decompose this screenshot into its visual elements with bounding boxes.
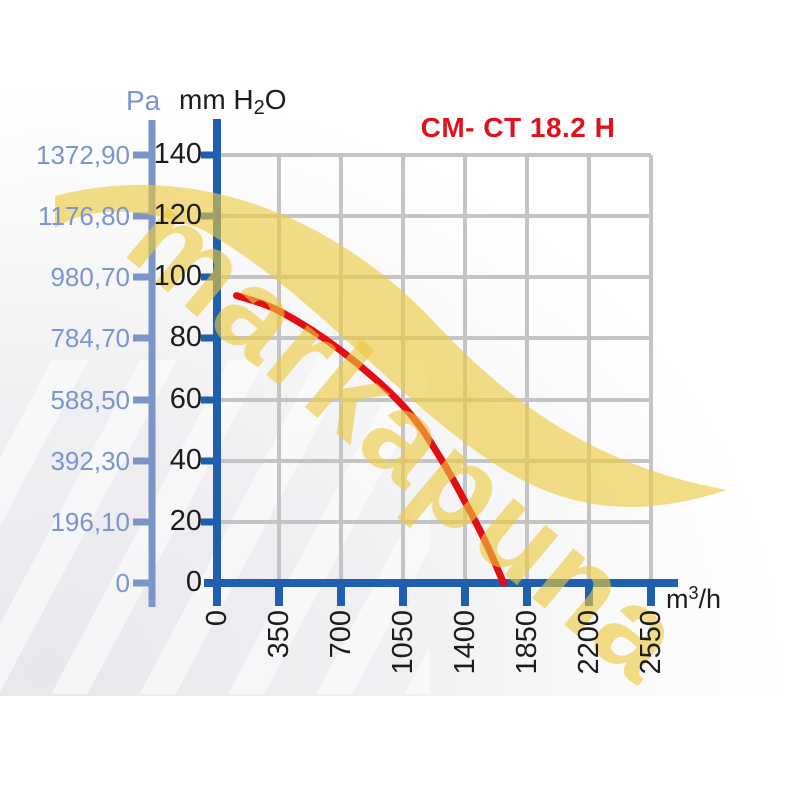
x-unit-suffix: /h: [698, 584, 722, 614]
x-axis-tick-label: 2550: [635, 610, 667, 675]
pa-tick-label: 784,70: [50, 323, 130, 353]
x-axis-tick-label: 1850: [511, 610, 543, 675]
x-axis-unit-label: m3/h: [666, 583, 722, 615]
mm-header-prefix: mm H: [179, 84, 254, 115]
x-axis-tick-label: 1400: [449, 610, 481, 675]
pa-tick-label: 392,30: [50, 446, 130, 476]
mm-header-suffix: O: [264, 84, 287, 115]
pa-tick-label: 0: [115, 568, 130, 598]
mm-h2o-tick-label: 20: [169, 505, 202, 537]
mm-h2o-tick-label: 60: [169, 383, 202, 415]
pa-axis-header: Pa: [126, 85, 161, 116]
pa-tick-label: 196,10: [50, 507, 130, 537]
mm-h2o-axis-header: mm H2O: [179, 84, 287, 119]
pa-tick-label: 1176,80: [37, 201, 130, 231]
x-axis-tick-label: 350: [263, 610, 295, 659]
chart-title: CM- CT 18.2 H: [420, 112, 616, 143]
x-axis-tick-label: 2200: [573, 610, 605, 675]
pa-tick-label: 588,50: [50, 385, 130, 415]
x-axis-tick-label: 0: [201, 610, 233, 627]
mm-h2o-tick-label: 120: [153, 199, 202, 231]
mm-h2o-tick-label: 40: [169, 444, 202, 476]
pa-tick-label: 980,70: [50, 262, 130, 292]
fan-curve: [233, 292, 508, 587]
mm-h2o-tick-label: 140: [153, 138, 202, 170]
x-axis-tick-label: 700: [325, 610, 357, 659]
mm-header-subscript: 2: [253, 97, 265, 119]
mm-h2o-tick-label: 0: [185, 566, 202, 598]
x-unit-superscript: 3: [688, 583, 699, 603]
swoosh-graphic: [55, 184, 727, 507]
mm-h2o-tick-label: 80: [169, 321, 202, 353]
pa-tick-label: 1372,90: [36, 140, 130, 170]
x-unit-prefix: m: [666, 584, 689, 614]
mm-h2o-tick-label: 100: [153, 260, 202, 292]
x-axis-tick-label: 1050: [387, 610, 419, 675]
